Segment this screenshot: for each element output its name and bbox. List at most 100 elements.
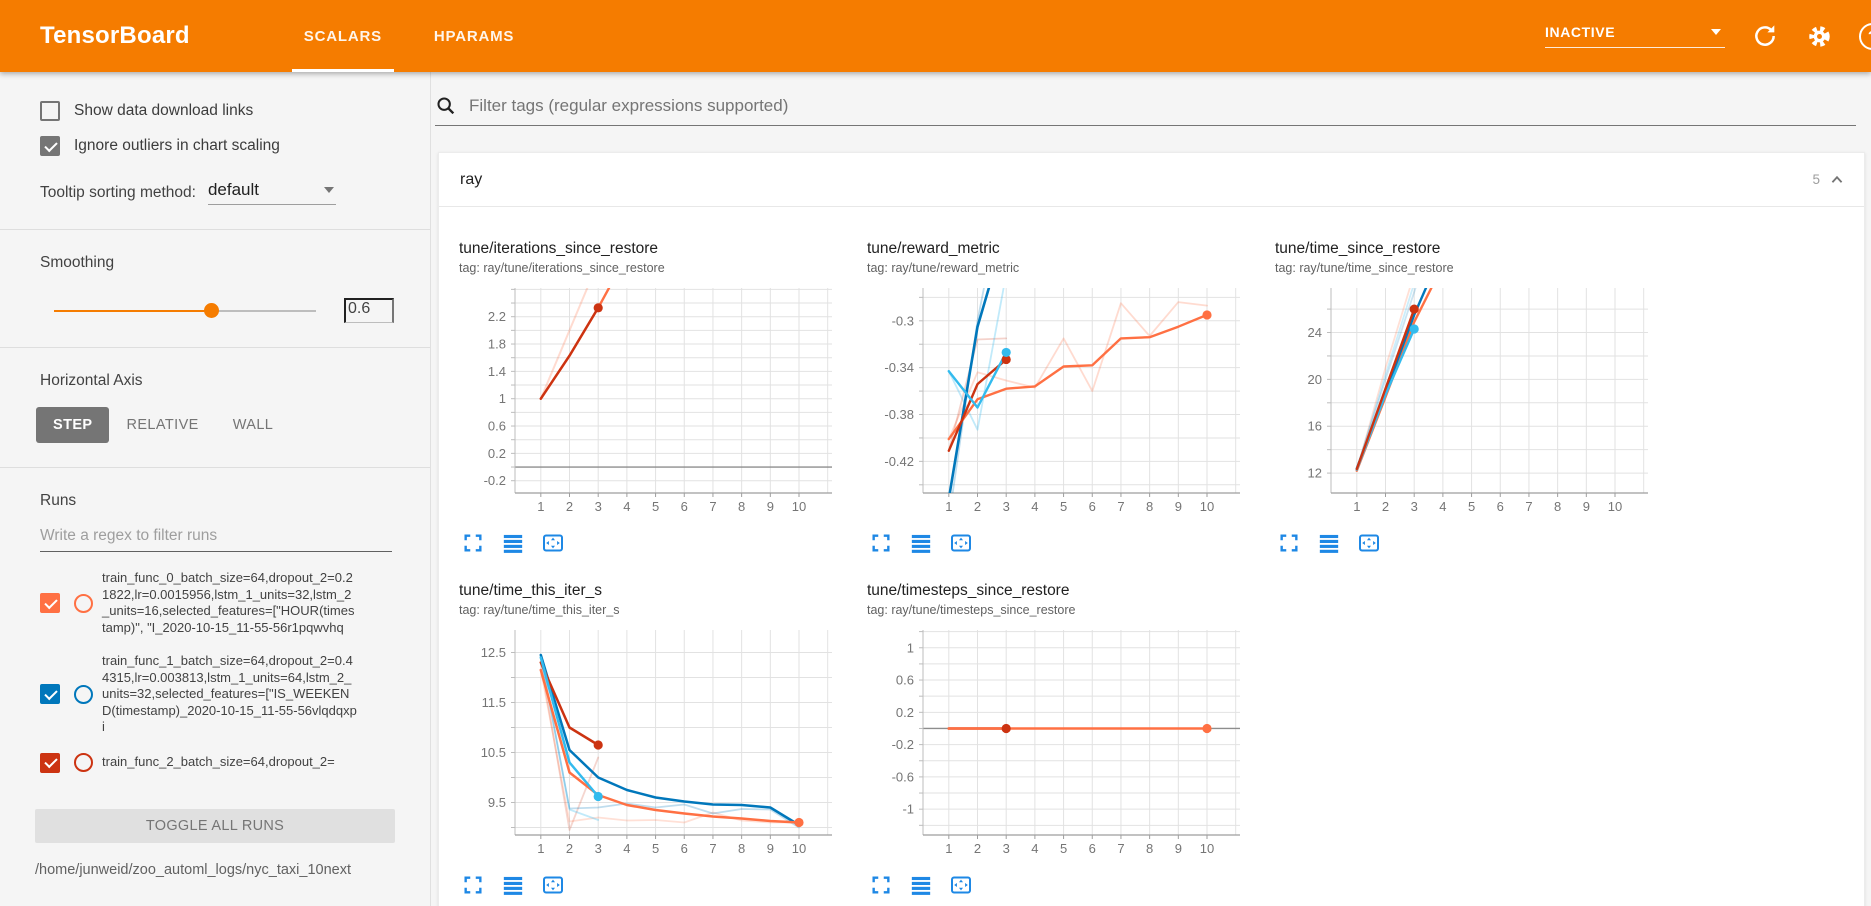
ignore-outliers-checkbox[interactable] — [40, 136, 60, 156]
runs-list-icon[interactable] — [1317, 531, 1341, 555]
svg-text:9: 9 — [1583, 499, 1590, 514]
svg-text:1: 1 — [945, 499, 952, 514]
axis-option-wall[interactable]: WALL — [232, 417, 274, 433]
run-name: train_func_0_batch_size=64,dropout_2=0.2… — [102, 570, 355, 635]
expand-chart-icon[interactable] — [461, 531, 485, 555]
fit-domain-icon[interactable] — [541, 873, 565, 897]
svg-text:3: 3 — [1003, 499, 1010, 514]
svg-text:20: 20 — [1308, 372, 1322, 387]
fit-domain-icon[interactable] — [949, 873, 973, 897]
smoothing-slider-fill — [54, 309, 212, 312]
svg-text:12: 12 — [1308, 466, 1322, 481]
tab-hparams[interactable]: HPARAMS — [433, 27, 515, 45]
run-color-radio[interactable] — [74, 753, 93, 772]
help-icon[interactable]: ? — [1859, 22, 1871, 50]
expand-chart-icon[interactable] — [1277, 531, 1301, 555]
svg-text:7: 7 — [1117, 841, 1124, 856]
chevron-up-icon[interactable] — [1826, 169, 1848, 191]
smoothing-value-input[interactable] — [344, 298, 394, 323]
run-color-radio[interactable] — [74, 684, 93, 704]
run-color-radio[interactable] — [74, 593, 93, 613]
settings-gear-icon[interactable] — [1805, 22, 1833, 50]
svg-text:10.5: 10.5 — [481, 745, 506, 760]
line-chart[interactable]: 1 2 3 4 5 6 7 8 9 10 -0.3 -0.34 -0.38 -0.42 — [867, 285, 1252, 522]
svg-text:2: 2 — [1382, 499, 1389, 514]
runs-list: train_func_0_batch_size=64,dropout_2=0.2… — [40, 570, 402, 800]
svg-text:4: 4 — [1031, 499, 1038, 514]
svg-text:6: 6 — [1089, 499, 1096, 514]
runs-list-icon[interactable] — [909, 873, 933, 897]
ignore-outliers-label: Ignore outliers in chart scaling — [74, 137, 280, 154]
svg-text:-0.34: -0.34 — [884, 360, 914, 375]
axis-option-step[interactable]: STEP — [36, 407, 110, 443]
smoothing-slider[interactable] — [54, 303, 316, 318]
divider — [0, 347, 430, 348]
fit-domain-icon[interactable] — [1357, 531, 1381, 555]
line-chart[interactable]: 1 2 3 4 5 6 7 8 9 10 1 0.6 0.2 -0.2 -0.6 -1 — [867, 627, 1252, 864]
run-checkbox[interactable] — [40, 593, 60, 613]
svg-text:5: 5 — [1468, 499, 1475, 514]
fit-domain-icon[interactable] — [541, 531, 565, 555]
svg-text:-0.6: -0.6 — [892, 769, 914, 784]
svg-text:7: 7 — [1117, 499, 1124, 514]
runs-list-icon[interactable] — [501, 531, 525, 555]
run-checkbox[interactable] — [40, 684, 60, 705]
chart-toolbar — [867, 531, 1262, 555]
tag-filter-input[interactable] — [467, 95, 1856, 117]
run-checkbox[interactable] — [40, 752, 60, 773]
svg-text:3: 3 — [595, 499, 602, 514]
svg-text:9: 9 — [767, 499, 774, 514]
tag-group-header[interactable]: ray 5 — [439, 153, 1864, 207]
status-dropdown-caret-icon — [1711, 29, 1721, 35]
svg-text:7: 7 — [1525, 499, 1532, 514]
chart-tag: tag: ray/tune/time_this_iter_s — [459, 603, 620, 617]
main-content: ray 5 tune/iterations_since_restore tag:… — [431, 72, 1871, 906]
chart-tag: tag: ray/tune/timesteps_since_restore — [867, 603, 1076, 617]
status-dropdown[interactable]: INACTIVE — [1545, 24, 1725, 48]
line-chart[interactable]: 1 2 3 4 5 6 7 8 9 10 2.2 1.8 1.4 1 0.6 0.2 -0.2 — [459, 285, 844, 522]
expand-chart-icon[interactable] — [461, 873, 485, 897]
svg-text:-0.3: -0.3 — [892, 313, 914, 328]
svg-text:8: 8 — [1146, 499, 1153, 514]
svg-text:24: 24 — [1308, 325, 1322, 340]
svg-text:-0.2: -0.2 — [892, 737, 914, 752]
smoothing-slider-thumb[interactable] — [204, 303, 220, 318]
show-download-links-checkbox[interactable] — [40, 101, 60, 121]
svg-text:12.5: 12.5 — [481, 645, 506, 660]
tab-scalars[interactable]: SCALARS — [278, 0, 408, 72]
fit-domain-icon[interactable] — [949, 531, 973, 555]
runs-list-icon[interactable] — [501, 873, 525, 897]
svg-text:4: 4 — [623, 499, 630, 514]
chart-card: tune/time_this_iter_s tag: ray/tune/time… — [459, 582, 854, 897]
chart-title: tune/time_since_restore — [1275, 240, 1441, 257]
run-name: train_func_1_batch_size=64,dropout_2=0.4… — [102, 653, 357, 734]
svg-text:3: 3 — [595, 841, 602, 856]
svg-text:6: 6 — [1497, 499, 1504, 514]
line-chart[interactable]: 1 2 3 4 5 6 7 8 9 10 12.5 11.5 10.5 9.5 — [459, 627, 844, 864]
smoothing-label: Smoothing — [40, 254, 115, 271]
svg-text:9: 9 — [1175, 499, 1182, 514]
axis-option-relative[interactable]: RELATIVE — [126, 417, 199, 433]
expand-chart-icon[interactable] — [869, 873, 893, 897]
expand-chart-icon[interactable] — [869, 531, 893, 555]
runs-filter-input[interactable] — [40, 527, 392, 552]
svg-text:5: 5 — [652, 499, 659, 514]
toggle-all-runs-button[interactable]: TOGGLE ALL RUNS — [35, 809, 395, 843]
svg-text:11.5: 11.5 — [482, 695, 506, 710]
svg-text:4: 4 — [1439, 499, 1446, 514]
svg-text:4: 4 — [623, 841, 630, 856]
divider — [0, 467, 430, 468]
svg-text:7: 7 — [709, 841, 716, 856]
runs-list-icon[interactable] — [909, 531, 933, 555]
refresh-icon[interactable] — [1751, 22, 1779, 50]
chart-toolbar — [1275, 531, 1670, 555]
svg-text:8: 8 — [738, 499, 745, 514]
chart-toolbar — [459, 873, 854, 897]
horizontal-axis-options: STEP RELATIVE WALL — [36, 407, 394, 443]
app-header: TensorBoard SCALARS HPARAMS INACTIVE ? — [0, 0, 1871, 72]
runs-label: Runs — [40, 492, 77, 509]
status-value: INACTIVE — [1545, 24, 1616, 40]
tooltip-sorting-select[interactable]: default — [207, 180, 336, 205]
chart-title: tune/time_this_iter_s — [459, 582, 603, 599]
